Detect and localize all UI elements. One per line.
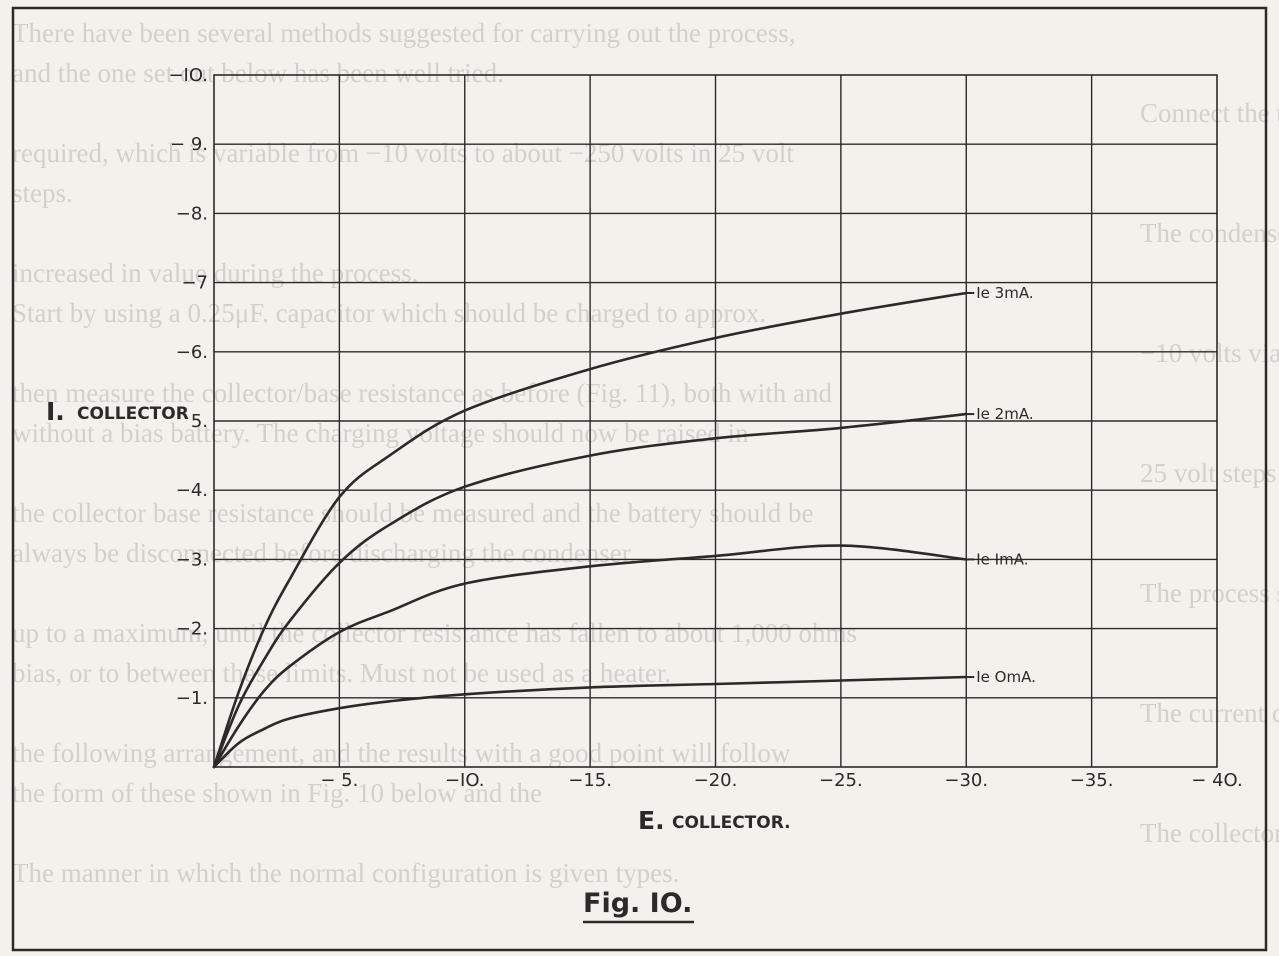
- figure-frame: [11, 6, 1268, 952]
- series-label: Ie 3mA.: [976, 284, 1033, 302]
- x-axis-title-label: COLLECTOR.: [672, 813, 791, 833]
- x-tick-label: − 4O.: [1191, 770, 1242, 791]
- series-line: [212, 291, 968, 769]
- y-tick-label: −IO.: [168, 65, 208, 86]
- y-tick-label: −4.: [176, 480, 208, 501]
- y-tick-label: −6.: [176, 342, 208, 363]
- bleed-line: then measure the collector/base resistan…: [12, 378, 832, 408]
- y-axis-title: I. COLLECTOR: [46, 397, 189, 426]
- bleed-line: The manner in which the normal configura…: [12, 858, 679, 888]
- figure-caption-group: Fig. IO.: [583, 888, 694, 924]
- bleed-line: The condenser C should be quite small at…: [1140, 218, 1279, 248]
- bleed-line: without a bias battery. The charging vol…: [12, 418, 749, 448]
- bleed-line: bias, or to between these limits. Must n…: [12, 658, 671, 688]
- x-tick-label: −15.: [568, 770, 612, 791]
- bleed-line: The collector current characteristics sh…: [1140, 818, 1279, 848]
- bleed-line: up to a maximum, until the collector res…: [12, 618, 857, 648]
- x-tick-label: −35.: [1070, 770, 1114, 791]
- x-tick-label: −30.: [944, 770, 988, 791]
- bleed-line: The current characteristics of the finis…: [1140, 698, 1279, 728]
- characteristics-chart: −1.−2.−3.−4.5.−6.−7−8.− 9.−IO. − 5. −IO. −…: [168, 65, 1242, 791]
- series-label: Ie OmA.: [976, 668, 1036, 686]
- y-tick-label: −2.: [176, 619, 208, 640]
- y-tick-label: − 9.: [170, 134, 208, 155]
- y-tick-label: −8.: [176, 203, 208, 224]
- bleed-line: The process should be repeated using a l…: [1140, 578, 1279, 608]
- y-axis-title-label: COLLECTOR: [77, 404, 189, 424]
- y-tick-label: 5.: [191, 411, 208, 432]
- bleed-line: There have been several methods suggeste…: [12, 18, 795, 48]
- x-tick-label: − 5.: [320, 770, 358, 791]
- bleed-line: steps.: [12, 178, 73, 208]
- x-axis-title: E. COLLECTOR.: [638, 806, 791, 835]
- bleed-line: the form of these shown in Fig. 10 below…: [12, 778, 542, 808]
- series-line: [212, 675, 968, 769]
- y-tick-label: −3.: [176, 549, 208, 570]
- y-tick-label: −1.: [176, 688, 208, 709]
- bleed-line: the following arrangement, and the resul…: [12, 738, 791, 768]
- y-axis-title-prefix: I.: [46, 397, 65, 426]
- y-tick-labels: −1. −2. −3. −4. 5. −6. −7 −8. − 9. −IO.: [168, 65, 208, 709]
- series-label: Ie 2mA.: [976, 405, 1033, 423]
- chart-grid: [213, 74, 1218, 768]
- figure-caption: Fig. IO.: [583, 888, 692, 919]
- bleed-line: 25 volt steps until the desired result h…: [1140, 458, 1279, 488]
- x-tick-label: −25.: [819, 770, 863, 791]
- x-axis-title-prefix: E.: [638, 806, 665, 835]
- series-label: Ie ImA.: [976, 550, 1028, 568]
- bleed-line: Connect the transistor as shown in Fig. …: [1140, 98, 1279, 128]
- bleed-line: always be disconnected before dischargin…: [12, 538, 636, 568]
- bleed-line: increased in value during the process.: [12, 258, 418, 288]
- x-tick-labels: − 5. −IO. −15. −20. −25. −30. −35. − 4O.: [320, 770, 1242, 791]
- bleed-line: the collector base resistance should be …: [12, 498, 813, 528]
- series-line: [212, 412, 968, 769]
- x-tick-label: −IO.: [445, 770, 485, 791]
- bleed-line: Start by using a 0.25μF. capacitor which…: [12, 298, 766, 328]
- bleed-line: −10 volts via resistor R1. Throw the swi…: [1140, 338, 1279, 368]
- chart-series: Ie 3mA. Ie 2mA. Ie ImA. Ie OmA.: [212, 284, 1036, 769]
- y-tick-label: −7: [181, 273, 208, 294]
- series-line: [212, 544, 968, 769]
- bleed-line: and the one set out below has been well …: [12, 58, 504, 88]
- x-tick-label: −20.: [694, 770, 738, 791]
- bleed-line: required, which is variable from −10 vol…: [12, 138, 794, 168]
